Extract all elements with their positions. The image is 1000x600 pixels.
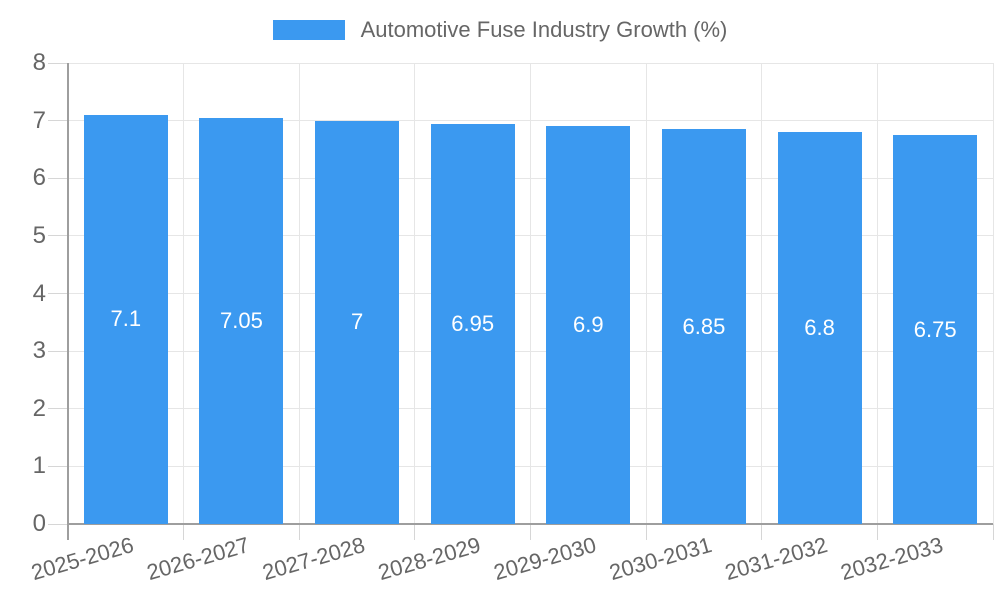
bar[interactable] — [430, 123, 515, 524]
x-axis-tick — [876, 524, 878, 540]
legend-item[interactable]: Automotive Fuse Industry Growth (%) — [272, 17, 728, 43]
bar[interactable] — [199, 117, 284, 524]
bar-value-label: 6.8 — [804, 315, 835, 341]
bar-value-label: 6.75 — [913, 316, 957, 342]
y-axis-tick — [48, 62, 68, 64]
y-tick-label: 1 — [32, 452, 46, 480]
y-tick-label: 4 — [32, 279, 46, 307]
x-axis-tick — [992, 524, 994, 540]
vertical-gridline — [645, 63, 647, 524]
y-tick-label: 6 — [32, 164, 46, 192]
bar[interactable] — [83, 114, 168, 524]
bar[interactable] — [893, 135, 978, 524]
x-axis-tick — [414, 524, 416, 540]
x-axis-tick — [183, 524, 185, 540]
y-axis-tick — [48, 408, 68, 410]
vertical-gridline — [183, 63, 185, 524]
y-axis-tick — [48, 120, 68, 122]
x-axis-tick — [645, 524, 647, 540]
x-axis-tick — [761, 524, 763, 540]
y-axis-tick — [48, 350, 68, 352]
y-tick-label: 8 — [32, 49, 46, 76]
bar[interactable] — [661, 129, 746, 524]
y-axis-tick — [48, 465, 68, 467]
chart-legend: Automotive Fuse Industry Growth (%) — [0, 17, 1000, 43]
bar-value-label: 7.05 — [220, 307, 263, 333]
vertical-gridline — [530, 63, 531, 524]
bar-value-label: 6.85 — [682, 313, 726, 339]
vertical-gridline — [414, 63, 416, 524]
y-axis-tick — [48, 523, 68, 525]
y-axis-line — [67, 63, 69, 540]
y-tick-label: 2 — [32, 394, 46, 422]
y-tick-label: 7 — [32, 106, 46, 134]
legend-color-swatch — [272, 20, 345, 40]
vertical-gridline — [876, 63, 878, 524]
vertical-gridline — [761, 63, 763, 524]
bar[interactable] — [315, 120, 400, 524]
bar[interactable] — [546, 126, 631, 524]
y-axis-tick — [48, 293, 68, 294]
bar-value-label: 6.9 — [573, 312, 604, 338]
vertical-gridline — [992, 63, 994, 524]
y-tick-label: 0 — [32, 510, 46, 537]
y-tick-label: 5 — [32, 221, 46, 249]
legend-label: Automotive Fuse Industry Growth (%) — [360, 17, 728, 42]
x-axis-tick — [298, 524, 300, 540]
x-axis-line — [68, 523, 993, 525]
bar-value-label: 7 — [350, 309, 364, 335]
bar[interactable] — [777, 132, 862, 524]
y-axis-tick — [48, 235, 68, 237]
bar-value-label: 6.95 — [451, 310, 495, 336]
x-axis-tick — [530, 524, 531, 540]
y-tick-label: 3 — [32, 337, 46, 365]
bar-value-label: 7.1 — [110, 306, 142, 332]
y-axis-tick — [48, 177, 68, 179]
vertical-gridline — [298, 63, 300, 524]
